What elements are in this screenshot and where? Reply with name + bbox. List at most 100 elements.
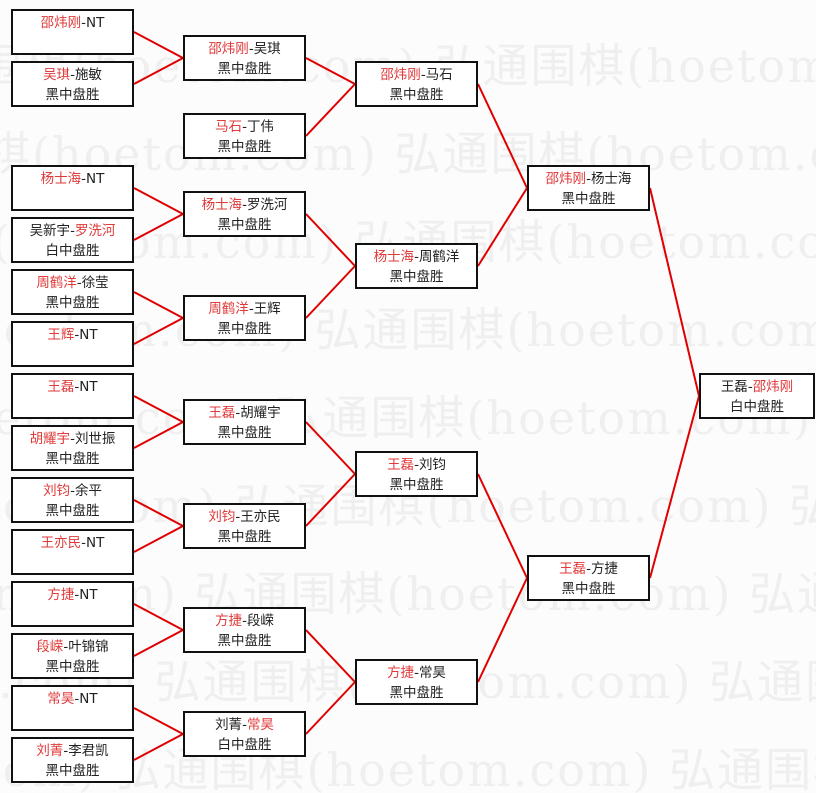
player-1: 周鹤洋	[36, 275, 77, 291]
connector-line	[305, 421, 356, 475]
separator: -	[81, 171, 86, 187]
player-1: 邵炜刚	[40, 15, 82, 31]
separator: -	[242, 197, 247, 213]
player-2: 王辉	[253, 301, 281, 317]
match-players: 杨士海-罗洗河	[185, 195, 304, 215]
separator: -	[586, 171, 591, 187]
match-result: 黑中盘胜	[217, 61, 272, 77]
match-players: 邵炜刚-NT	[13, 13, 132, 33]
connector-line	[133, 629, 184, 657]
separator: -	[74, 691, 80, 707]
player-1: 邵炜刚	[208, 41, 249, 57]
match-players: 王磊-胡耀宇	[185, 403, 304, 423]
player-1: 王磊	[47, 379, 75, 395]
match-box: 邵炜刚-吴琪黑中盘胜	[183, 35, 306, 81]
player-2: 吴琪	[253, 41, 281, 57]
match-box: 杨士海-周鹤洋 黑中盘胜	[355, 243, 478, 289]
match-box: 胡耀宇-刘世振 黑中盘胜	[11, 425, 134, 471]
player-1: 王磊	[208, 405, 236, 421]
match-box: 周鹤洋-徐莹 黑中盘胜	[11, 269, 134, 315]
separator: -	[81, 535, 86, 551]
match-players: 吴琪-施敏	[13, 65, 132, 85]
match-result: 黑中盘胜	[45, 87, 100, 103]
match-result: 黑中盘胜	[389, 87, 444, 103]
player-2: 周鹤洋	[418, 249, 460, 265]
player-2: 段嵘	[246, 613, 274, 629]
separator: -	[74, 327, 80, 343]
match-box: 马石-丁伟 黑中盘胜	[183, 113, 306, 159]
player-1: 胡耀宇	[29, 431, 71, 447]
match-box: 段嵘-叶锦锦黑中盘胜	[11, 633, 134, 679]
match-players: 杨士海-NT	[13, 169, 132, 189]
separator: -	[248, 301, 254, 317]
separator: -	[70, 431, 75, 447]
connector-line	[477, 83, 528, 189]
separator: -	[74, 379, 80, 395]
match-result: 黑中盘胜	[561, 191, 616, 207]
match-box: 王辉-NT	[11, 321, 134, 367]
match-players: 王磊-方捷	[529, 559, 648, 579]
match-players: 王辉-NT	[13, 325, 132, 345]
player-1: 王辉	[47, 327, 75, 343]
player-1: 杨士海	[201, 197, 243, 213]
player-2: NT	[79, 327, 98, 343]
match-result: 黑中盘胜	[45, 451, 100, 467]
player-1: 周鹤洋	[208, 301, 249, 317]
match-players: 方捷-NT	[13, 585, 132, 605]
match-result: 白中盘胜	[730, 399, 784, 415]
match-players: 刘菁-常昊	[185, 715, 304, 735]
match-box: 杨士海-NT	[11, 165, 134, 211]
separator: -	[747, 379, 753, 395]
player-2: 刘钧	[418, 457, 446, 473]
player-2: 余平	[74, 483, 102, 499]
match-result: 黑中盘胜	[217, 633, 272, 649]
separator: -	[70, 67, 75, 83]
match-box: 刘钧-余平 黑中盘胜	[11, 477, 134, 523]
match-players: 邵炜刚-吴琪	[185, 39, 304, 59]
connector-line	[649, 187, 700, 397]
match-box: 王磊-NT	[11, 373, 134, 419]
player-1: 邵炜刚	[545, 171, 587, 187]
separator: -	[81, 15, 86, 31]
match-box: 周鹤洋-王辉黑中盘胜	[183, 295, 306, 341]
player-2: NT	[86, 171, 105, 187]
player-1: 方捷	[215, 613, 243, 629]
player-2: 叶锦锦	[68, 639, 109, 655]
connector-line	[133, 31, 184, 59]
separator: -	[63, 639, 69, 655]
connector-line	[133, 421, 184, 449]
player-1: 杨士海	[40, 171, 82, 187]
connector-line	[133, 213, 184, 241]
separator: -	[414, 457, 419, 473]
player-1: 段嵘	[36, 639, 64, 655]
match-players: 刘菁-李君凯	[13, 741, 132, 761]
player-2: 邵炜刚	[752, 379, 794, 395]
separator: -	[420, 67, 426, 83]
player-2: 丁伟	[246, 119, 274, 135]
separator: -	[74, 587, 80, 603]
match-result: 黑中盘胜	[217, 217, 272, 233]
match-result: 黑中盘胜	[217, 425, 272, 441]
match-players: 马石-丁伟	[185, 117, 304, 137]
connector-line	[305, 213, 356, 267]
connector-line	[133, 57, 184, 85]
match-result: 黑中盘胜	[45, 763, 100, 779]
player-1: 吴新宇	[29, 223, 71, 239]
player-2: 马石	[425, 67, 453, 83]
match-players: 常昊-NT	[13, 689, 132, 709]
match-result: 黑中盘胜	[217, 321, 272, 337]
match-result: 黑中盘胜	[45, 659, 100, 675]
separator: -	[235, 405, 241, 421]
match-players: 方捷-常昊	[357, 663, 476, 683]
player-2: NT	[79, 691, 98, 707]
player-2: 施敏	[74, 67, 102, 83]
connector-line	[133, 187, 184, 215]
match-players: 邵炜刚-杨士海	[529, 169, 648, 189]
connector-line	[649, 395, 700, 579]
match-box: 刘菁-常昊 白中盘胜	[183, 711, 306, 757]
separator: -	[242, 119, 247, 135]
match-result: 黑中盘胜	[389, 685, 444, 701]
connector-line	[477, 187, 528, 267]
match-players: 杨士海-周鹤洋	[357, 247, 476, 267]
player-1: 王磊	[720, 379, 748, 395]
